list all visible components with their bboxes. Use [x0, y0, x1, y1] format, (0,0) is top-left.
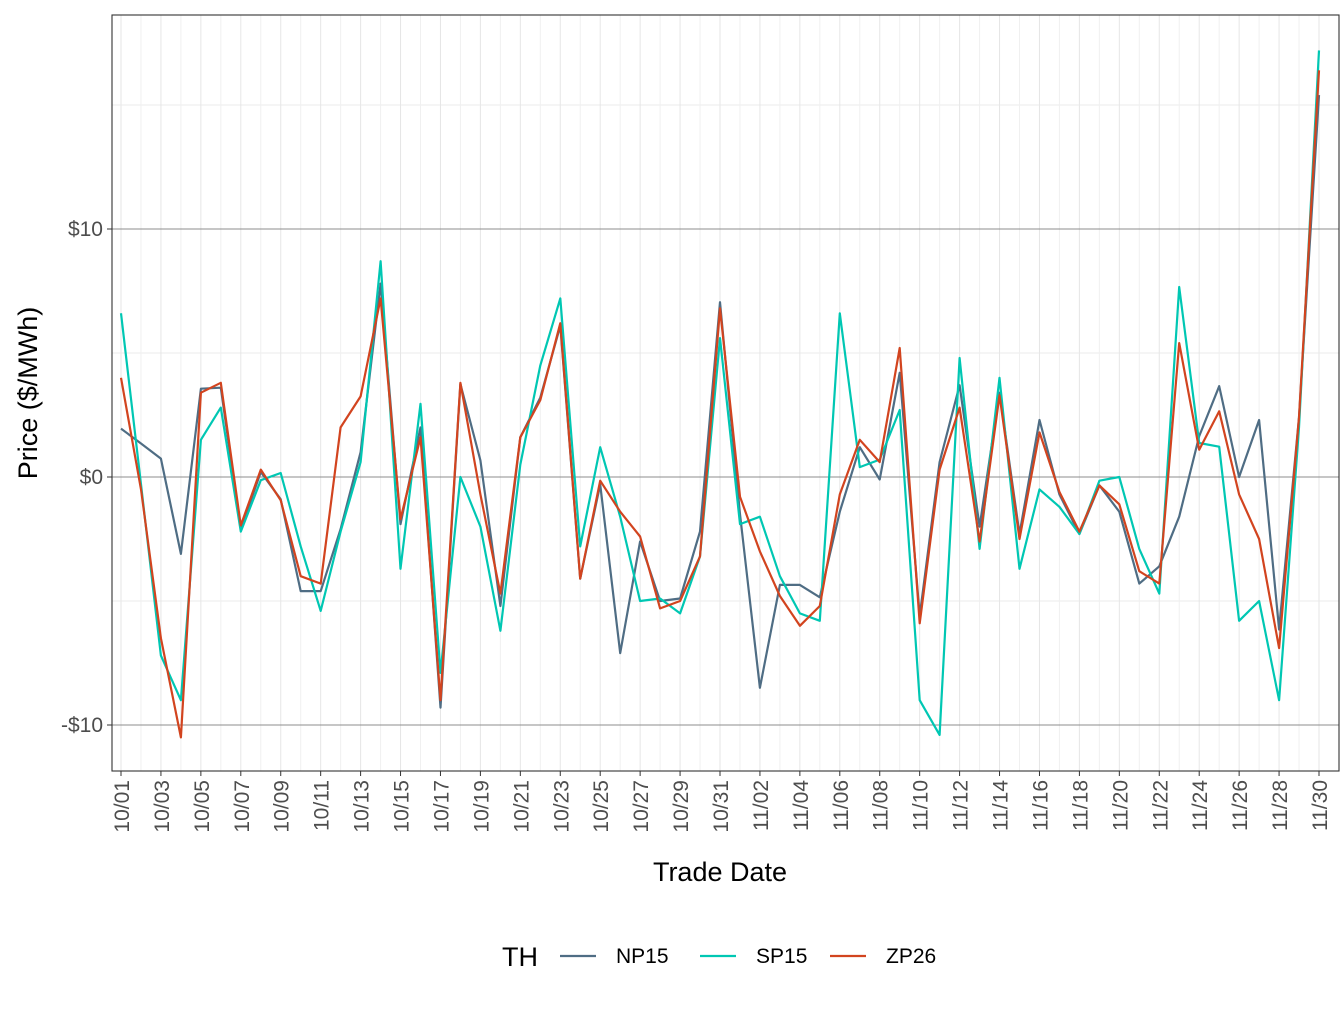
x-tick-label: 10/31	[710, 780, 733, 833]
x-tick-label: 10/05	[191, 780, 214, 833]
x-tick-label: 11/28	[1269, 780, 1292, 831]
y-tick-label: $10	[68, 218, 103, 241]
legend-label: ZP26	[886, 945, 936, 968]
x-tick-label: 10/29	[670, 780, 693, 833]
x-tick-label: 10/21	[510, 780, 533, 833]
x-tick-label: 10/17	[430, 780, 453, 833]
y-axis-title: Price ($/MWh)	[13, 307, 43, 480]
x-tick-label: 10/07	[231, 780, 254, 833]
plot-panel-border	[111, 14, 1340, 772]
x-tick-label: 11/02	[750, 780, 773, 831]
x-tick-label: 10/03	[151, 780, 174, 833]
legend-label: NP15	[616, 945, 669, 968]
x-tick-label: 10/13	[351, 780, 374, 833]
x-tick-label: 10/09	[271, 780, 294, 833]
x-tick-label: 10/11	[311, 780, 334, 831]
x-axis: 10/01 10/03 10/05 10/07 10/09 10/11 10/13 10/15…	[111, 771, 1332, 833]
x-tick-label: 11/12	[950, 780, 973, 831]
series-line-zp26	[119, 70, 1321, 739]
x-tick-label: 10/27	[630, 780, 653, 833]
x-tick-label: 11/06	[830, 780, 853, 831]
x-tick-label: 11/18	[1069, 780, 1092, 831]
x-tick-label: 11/22	[1149, 780, 1172, 831]
legend-label: SP15	[756, 945, 807, 968]
x-tick-label: 11/10	[910, 780, 933, 831]
x-tick-label: 10/25	[590, 780, 613, 833]
x-tick-label: 11/14	[990, 780, 1013, 831]
series-line-np15	[120, 95, 1321, 709]
x-tick-label: 10/23	[550, 780, 573, 833]
x-tick-label: 11/30	[1309, 780, 1332, 831]
legend-title: TH	[502, 942, 538, 972]
x-tick-label: 10/01	[111, 780, 134, 833]
legend-item-zp26: ZP26	[830, 945, 936, 968]
series-lines	[119, 50, 1321, 739]
legend-item-np15: NP15	[560, 945, 669, 968]
x-axis-title: Trade Date	[653, 857, 787, 887]
series-line-sp15	[119, 50, 1321, 737]
y-axis: $10 $0 -$10	[61, 218, 112, 737]
x-tick-label: 11/26	[1229, 780, 1252, 831]
x-tick-label: 10/19	[470, 780, 493, 833]
x-tick-label: 11/16	[1029, 780, 1052, 831]
x-tick-label: 11/08	[870, 780, 893, 831]
legend-item-sp15: SP15	[700, 945, 807, 968]
y-tick-label: $0	[80, 466, 103, 489]
x-tick-label: 11/20	[1109, 780, 1132, 831]
x-tick-label: 10/15	[391, 780, 414, 833]
legend: TH NP15 SP15 ZP26	[502, 942, 936, 972]
y-tick-label: -$10	[61, 714, 103, 737]
x-tick-label: 11/04	[790, 780, 813, 831]
grid	[112, 15, 1339, 771]
x-tick-label: 11/24	[1189, 780, 1212, 831]
